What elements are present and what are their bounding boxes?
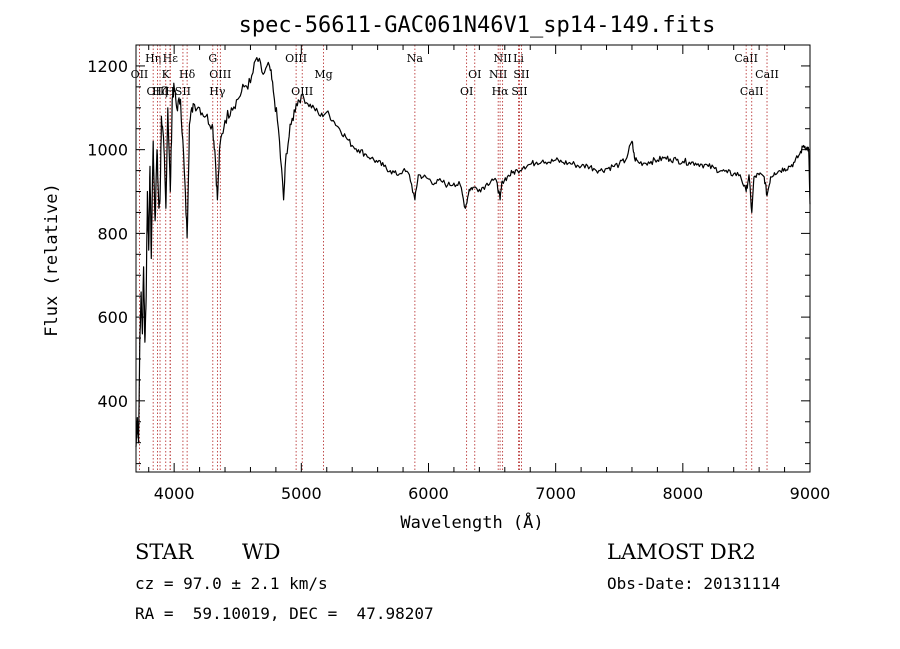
y-axis-label: Flux (relative) [42, 183, 62, 337]
coordinates: RA = 59.10019, DEC = 47.98207 [135, 604, 434, 623]
x-tick-label: 8000 [662, 484, 703, 503]
marker-label: NII [493, 52, 511, 65]
y-tick-label: 400 [97, 392, 128, 411]
chart-title: spec-56611-GAC061N46V1_sp14-149.fits [239, 13, 716, 38]
marker-label: Mg [314, 68, 332, 81]
y-axis: 400 600 800 1000 1200 [87, 44, 810, 465]
survey-name: LAMOST DR2 [607, 540, 756, 564]
marker-label: Hε [163, 52, 179, 65]
marker-label: G [208, 52, 217, 65]
obs-date: Obs-Date: 20131114 [607, 574, 781, 593]
marker-label: Hζ [152, 85, 168, 98]
marker-label: Li [513, 52, 524, 65]
x-tick-label: 7000 [535, 484, 576, 503]
marker-label: CaII [734, 52, 758, 65]
object-type: STAR [135, 540, 194, 564]
marker-label: OI [468, 68, 481, 81]
marker-label: SII [513, 68, 529, 81]
spectrum-line [135, 57, 811, 447]
y-tick-label: 1200 [87, 57, 128, 76]
marker-label: OIII [209, 68, 231, 81]
y-tick-label: 1000 [87, 141, 128, 160]
x-tick-label: 6000 [408, 484, 449, 503]
marker-label: SII [511, 85, 527, 98]
marker-label: OI [460, 85, 473, 98]
marker-label: OIII [285, 52, 307, 65]
marker-label: Hγ [209, 85, 226, 98]
plot-frame [135, 44, 811, 473]
marker-label: Hδ [179, 68, 196, 81]
x-tick-label: 5000 [281, 484, 322, 503]
y-tick-label: 800 [97, 224, 128, 243]
marker-label: Na [407, 52, 424, 65]
marker-label: OII [131, 68, 149, 81]
x-tick-label: 4000 [154, 484, 195, 503]
object-subclass: WD [242, 540, 281, 564]
marker-label: CaII [740, 85, 764, 98]
marker-label: Hη [145, 52, 161, 65]
x-axis-label: Wavelength (Å) [400, 511, 543, 533]
marker-label: H [165, 85, 175, 98]
x-tick-label: 9000 [790, 484, 831, 503]
marker-label: SII [175, 85, 191, 98]
marker-label: Hα [492, 85, 510, 98]
marker-label: OIII [146, 85, 168, 98]
marker-label: NII [489, 68, 507, 81]
y-tick-label: 600 [97, 308, 128, 327]
marker-label: OIII [291, 85, 313, 98]
redshift-cz: cz = 97.0 ± 2.1 km/s [135, 574, 328, 593]
marker-label: CaII [755, 68, 779, 81]
x-axis: 4000 5000 6000 7000 8000 9000 [148, 45, 831, 503]
marker-label: K [162, 68, 171, 81]
